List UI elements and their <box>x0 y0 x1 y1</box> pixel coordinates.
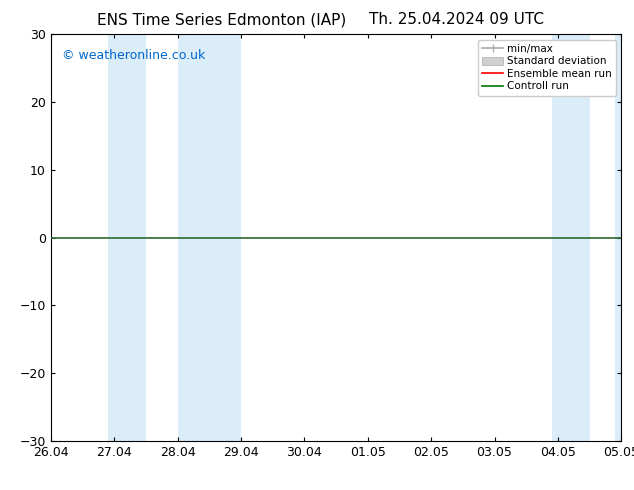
Bar <box>108 34 146 441</box>
Bar <box>178 34 241 441</box>
Text: © weatheronline.co.uk: © weatheronline.co.uk <box>62 49 205 62</box>
Legend: min/max, Standard deviation, Ensemble mean run, Controll run: min/max, Standard deviation, Ensemble me… <box>478 40 616 96</box>
Bar <box>615 34 634 441</box>
Text: ENS Time Series Edmonton (IAP): ENS Time Series Edmonton (IAP) <box>97 12 347 27</box>
Bar <box>552 34 590 441</box>
Text: Th. 25.04.2024 09 UTC: Th. 25.04.2024 09 UTC <box>369 12 544 27</box>
